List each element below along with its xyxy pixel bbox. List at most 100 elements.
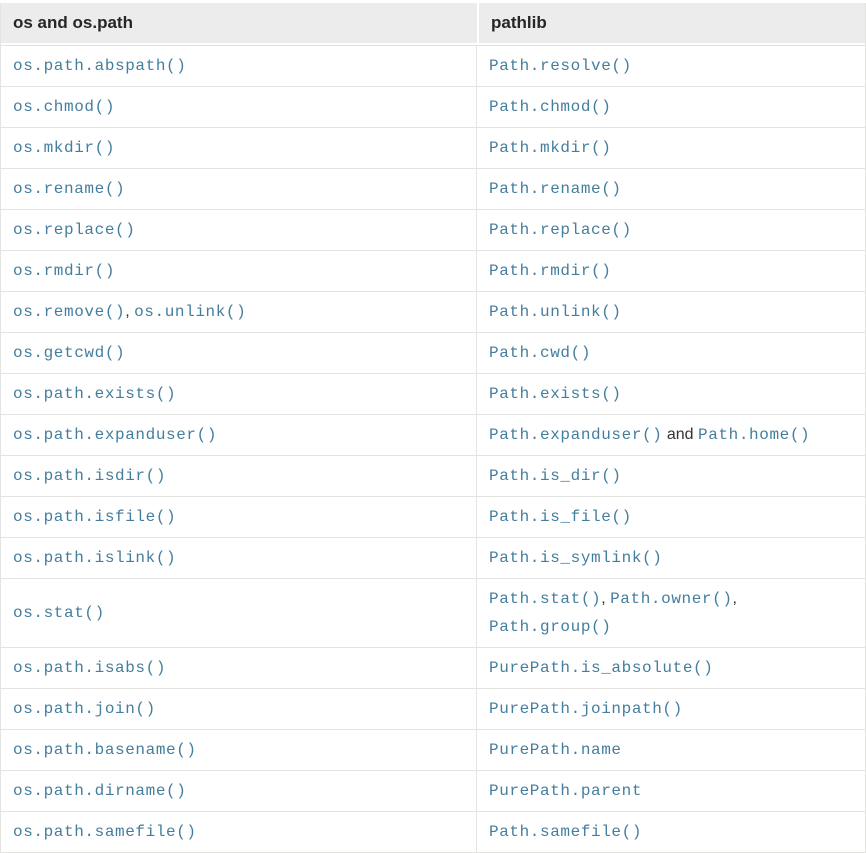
code-snippet: Path.owner() bbox=[610, 590, 733, 608]
code-snippet: Path.mkdir() bbox=[489, 139, 612, 157]
code-snippet: Path.is_symlink() bbox=[489, 549, 663, 567]
table-row: os.path.exists() Path.exists() bbox=[1, 373, 865, 414]
code-snippet: Path.rmdir() bbox=[489, 262, 612, 280]
code-snippet: Path.resolve() bbox=[489, 57, 632, 75]
os-cell: os.path.isfile() bbox=[1, 496, 477, 537]
header-pathlib: pathlib bbox=[477, 3, 865, 45]
code-snippet: Path.is_file() bbox=[489, 508, 632, 526]
code-snippet: Path.exists() bbox=[489, 385, 622, 403]
code-snippet: Path.rename() bbox=[489, 180, 622, 198]
table-row: os.path.isabs() PurePath.is_absolute() bbox=[1, 647, 865, 688]
pathlib-cell: Path.mkdir() bbox=[477, 127, 865, 168]
code-snippet: os.unlink() bbox=[134, 303, 247, 321]
pathlib-cell: Path.chmod() bbox=[477, 86, 865, 127]
code-snippet: Path.unlink() bbox=[489, 303, 622, 321]
code-snippet: os.path.isdir() bbox=[13, 467, 167, 485]
table-row: os.remove(), os.unlink() Path.unlink() bbox=[1, 291, 865, 332]
code-snippet: os.path.abspath() bbox=[13, 57, 187, 75]
os-cell: os.replace() bbox=[1, 209, 477, 250]
code-snippet: os.stat() bbox=[13, 604, 105, 622]
os-cell: os.rename() bbox=[1, 168, 477, 209]
code-snippet: os.path.basename() bbox=[13, 741, 197, 759]
table-row: os.replace() Path.replace() bbox=[1, 209, 865, 250]
table-row: os.path.samefile() Path.samefile() bbox=[1, 811, 865, 852]
table-header: os and os.path pathlib bbox=[1, 3, 865, 45]
table-row: os.path.join() PurePath.joinpath() bbox=[1, 688, 865, 729]
pathlib-cell: PurePath.name bbox=[477, 729, 865, 770]
table-row: os.path.basename() PurePath.name bbox=[1, 729, 865, 770]
pathlib-cell: Path.exists() bbox=[477, 373, 865, 414]
pathlib-cell: Path.is_dir() bbox=[477, 455, 865, 496]
pathlib-cell: Path.rmdir() bbox=[477, 250, 865, 291]
code-snippet: Path.stat() bbox=[489, 590, 602, 608]
code-snippet: Path.cwd() bbox=[489, 344, 592, 362]
pathlib-cell: Path.cwd() bbox=[477, 332, 865, 373]
os-cell: os.path.isdir() bbox=[1, 455, 477, 496]
code-snippet: Path.is_dir() bbox=[489, 467, 622, 485]
code-snippet: os.chmod() bbox=[13, 98, 116, 116]
os-cell: os.path.samefile() bbox=[1, 811, 477, 852]
plain-text: , bbox=[601, 590, 611, 607]
code-snippet: Path.group() bbox=[489, 618, 612, 636]
os-cell: os.path.exists() bbox=[1, 373, 477, 414]
code-snippet: Path.samefile() bbox=[489, 823, 643, 841]
code-snippet: os.path.islink() bbox=[13, 549, 177, 567]
code-snippet: os.path.dirname() bbox=[13, 782, 187, 800]
os-cell: os.path.join() bbox=[1, 688, 477, 729]
code-snippet: Path.replace() bbox=[489, 221, 632, 239]
pathlib-cell: Path.stat(), Path.owner(), Path.group() bbox=[477, 578, 865, 647]
code-snippet: Path.home() bbox=[698, 426, 811, 444]
table-row: os.path.isdir() Path.is_dir() bbox=[1, 455, 865, 496]
pathlib-cell: PurePath.is_absolute() bbox=[477, 647, 865, 688]
os-cell: os.path.isabs() bbox=[1, 647, 477, 688]
table-row: os.path.dirname() PurePath.parent bbox=[1, 770, 865, 811]
pathlib-cell: Path.is_file() bbox=[477, 496, 865, 537]
pathlib-cell: Path.resolve() bbox=[477, 45, 865, 86]
code-snippet: os.path.isfile() bbox=[13, 508, 177, 526]
os-cell: os.path.islink() bbox=[1, 537, 477, 578]
code-snippet: Path.expanduser() bbox=[489, 426, 663, 444]
pathlib-cell: PurePath.parent bbox=[477, 770, 865, 811]
code-snippet: PurePath.joinpath() bbox=[489, 700, 683, 718]
pathlib-cell: Path.samefile() bbox=[477, 811, 865, 852]
header-row: os and os.path pathlib bbox=[1, 3, 865, 45]
os-cell: os.remove(), os.unlink() bbox=[1, 291, 477, 332]
os-cell: os.mkdir() bbox=[1, 127, 477, 168]
table-row: os.rmdir() Path.rmdir() bbox=[1, 250, 865, 291]
table-row: os.mkdir() Path.mkdir() bbox=[1, 127, 865, 168]
pathlib-cell: Path.rename() bbox=[477, 168, 865, 209]
pathlib-cell: Path.is_symlink() bbox=[477, 537, 865, 578]
pathlib-cell: Path.unlink() bbox=[477, 291, 865, 332]
code-snippet: os.replace() bbox=[13, 221, 136, 239]
code-snippet: os.getcwd() bbox=[13, 344, 126, 362]
table-row: os.getcwd() Path.cwd() bbox=[1, 332, 865, 373]
pathlib-cell: Path.expanduser() and Path.home() bbox=[477, 414, 865, 455]
os-cell: os.stat() bbox=[1, 578, 477, 647]
table-body: os.path.abspath() Path.resolve() os.chmod(… bbox=[1, 45, 865, 852]
code-snippet: os.path.isabs() bbox=[13, 659, 167, 677]
table-row: os.stat() Path.stat(), Path.owner(), Path.… bbox=[1, 578, 865, 647]
pathlib-cell: Path.replace() bbox=[477, 209, 865, 250]
os-pathlib-comparison-table: os and os.path pathlib os.path.abspath()… bbox=[0, 3, 866, 853]
table-row: os.chmod() Path.chmod() bbox=[1, 86, 865, 127]
plain-text: , bbox=[732, 590, 737, 607]
plain-text: , bbox=[125, 303, 135, 320]
code-snippet: os.remove() bbox=[13, 303, 126, 321]
code-snippet: os.path.exists() bbox=[13, 385, 177, 403]
os-cell: os.rmdir() bbox=[1, 250, 477, 291]
pathlib-cell: PurePath.joinpath() bbox=[477, 688, 865, 729]
plain-text: and bbox=[662, 426, 699, 443]
code-snippet: os.path.samefile() bbox=[13, 823, 197, 841]
code-snippet: os.mkdir() bbox=[13, 139, 116, 157]
code-snippet: PurePath.is_absolute() bbox=[489, 659, 714, 677]
code-snippet: PurePath.parent bbox=[489, 782, 643, 800]
os-cell: os.getcwd() bbox=[1, 332, 477, 373]
table-row: os.path.expanduser() Path.expanduser() an… bbox=[1, 414, 865, 455]
code-snippet: os.rename() bbox=[13, 180, 126, 198]
os-cell: os.path.expanduser() bbox=[1, 414, 477, 455]
os-cell: os.path.dirname() bbox=[1, 770, 477, 811]
code-snippet: os.path.expanduser() bbox=[13, 426, 218, 444]
code-snippet: os.path.join() bbox=[13, 700, 156, 718]
code-snippet: os.rmdir() bbox=[13, 262, 116, 280]
